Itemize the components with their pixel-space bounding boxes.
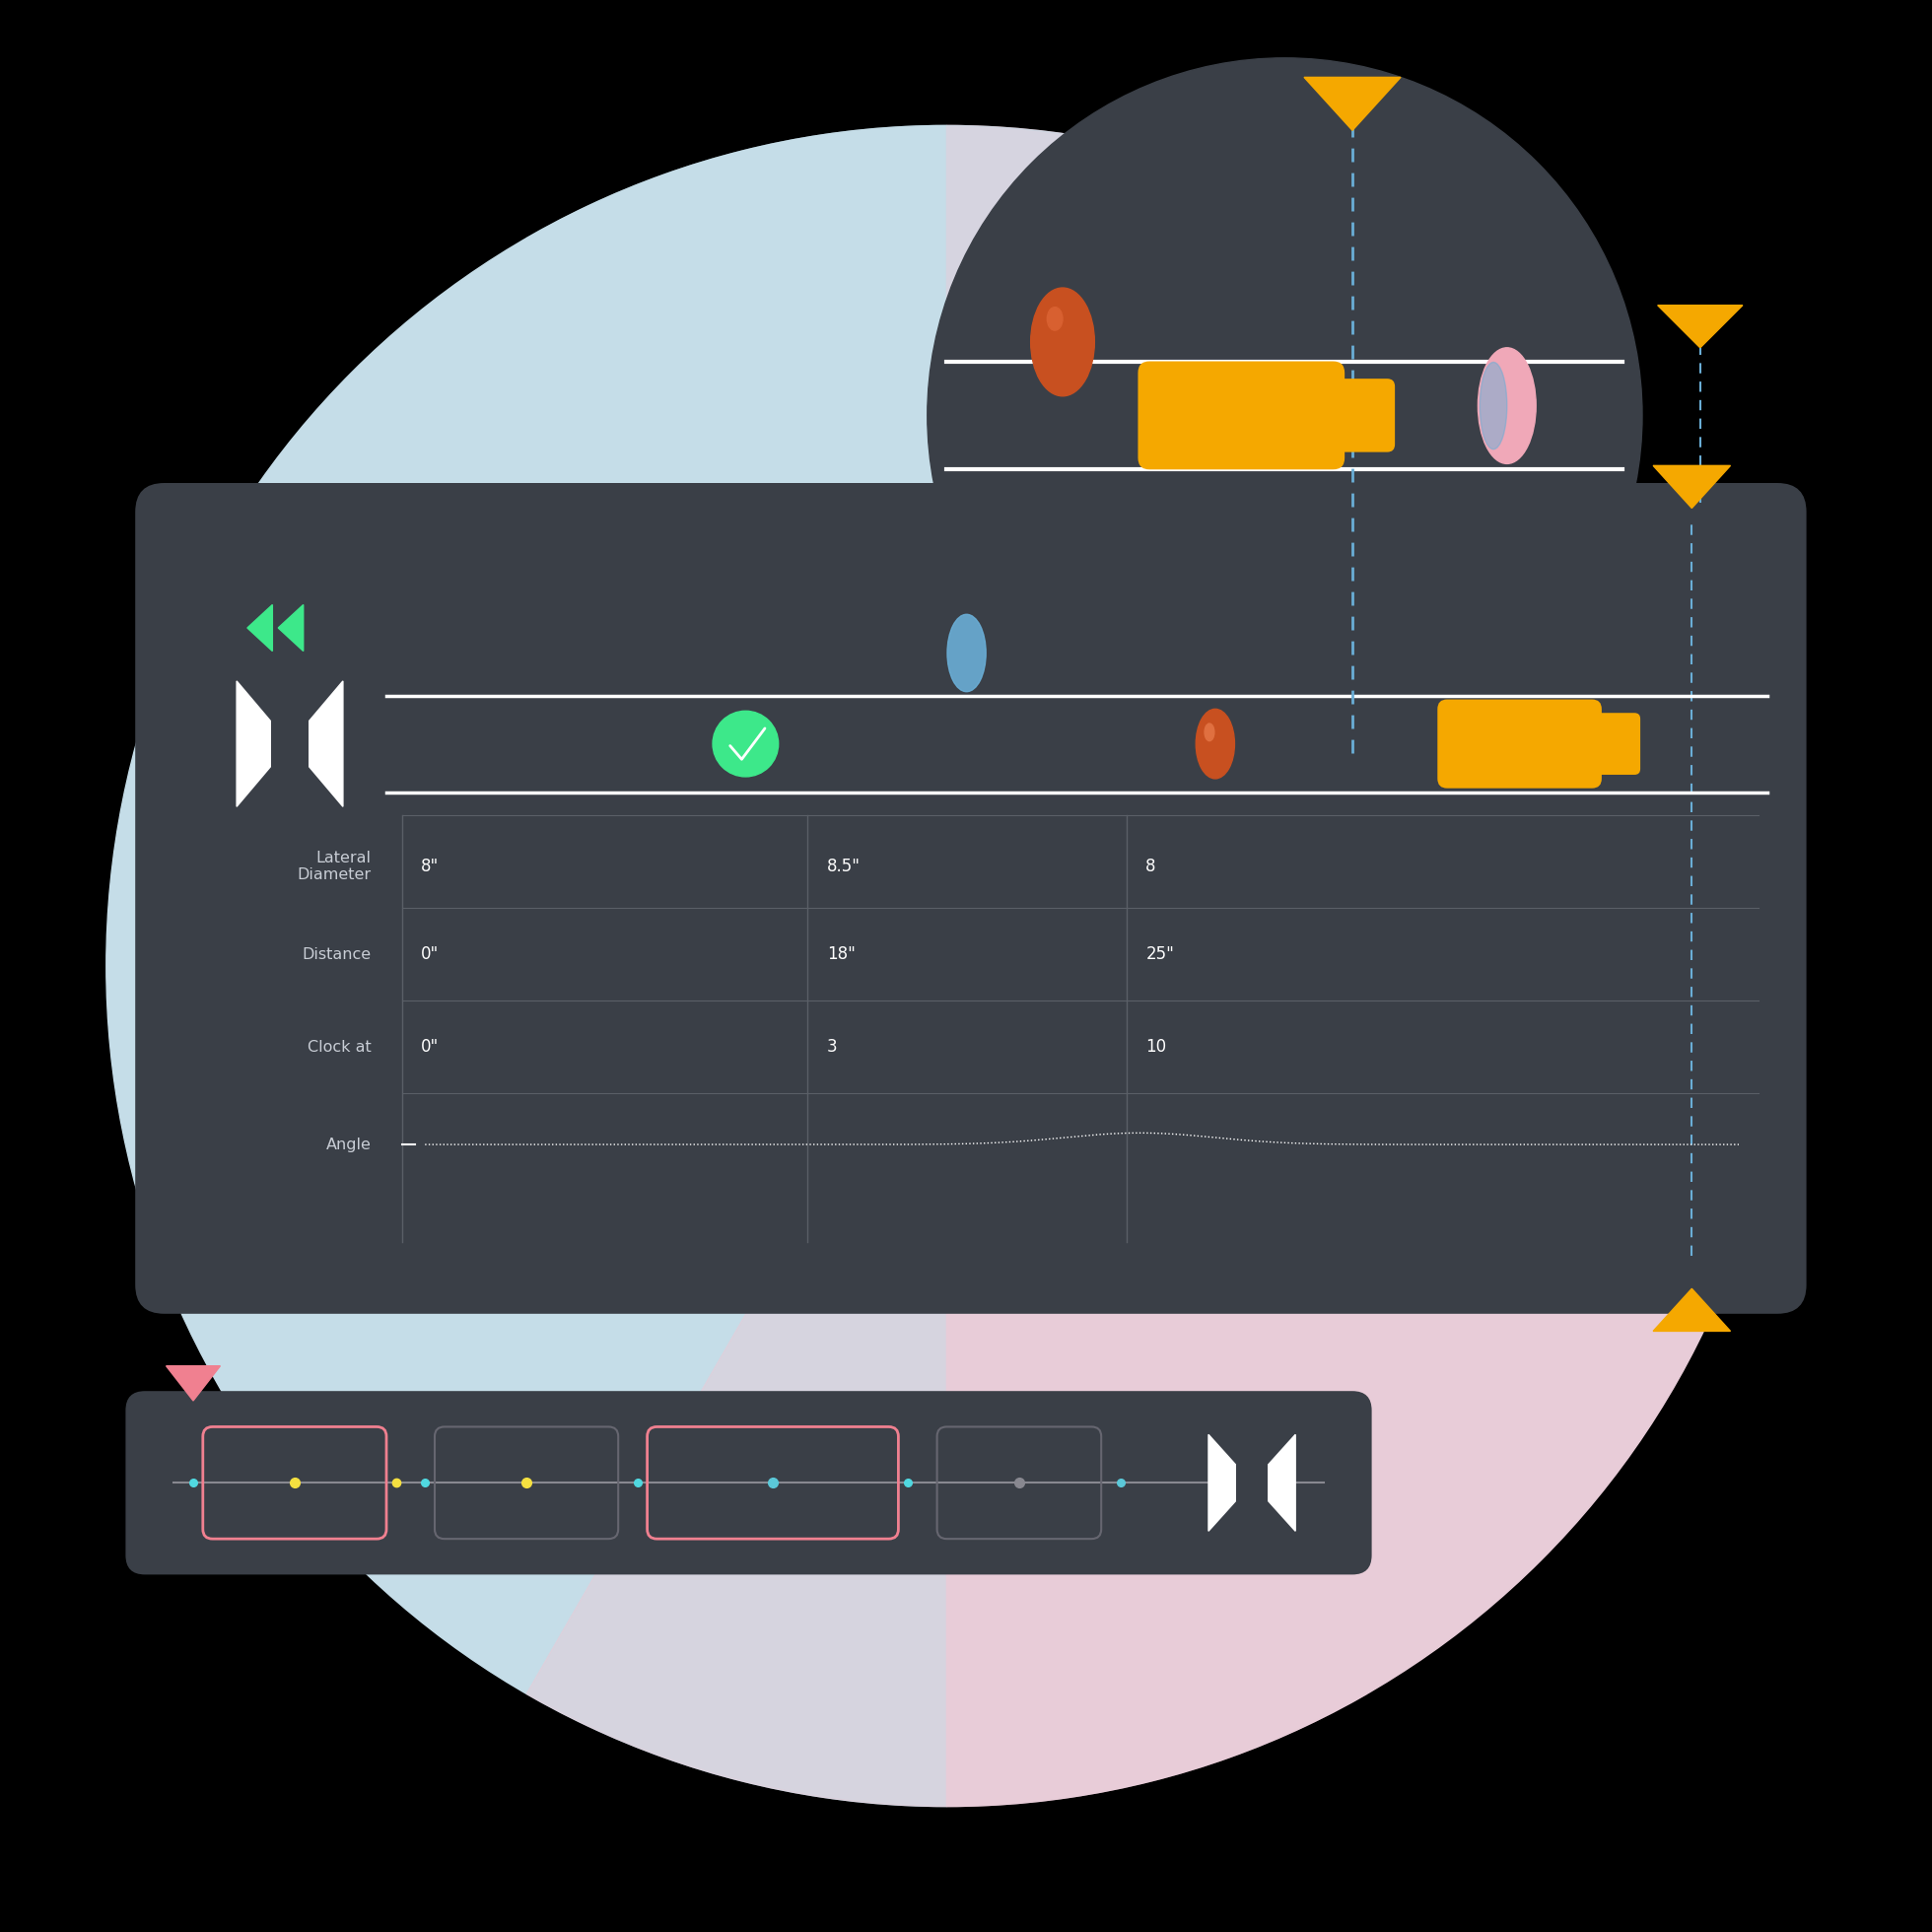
Text: Angle: Angle [327,1138,371,1151]
Ellipse shape [1478,348,1536,464]
Polygon shape [1252,1434,1294,1530]
Polygon shape [290,682,344,808]
Text: 8.5": 8.5" [827,858,860,875]
Ellipse shape [1032,288,1094,396]
Text: Clock at: Clock at [307,1039,371,1055]
Text: 18": 18" [827,945,856,964]
Text: 10: 10 [1146,1037,1167,1057]
FancyBboxPatch shape [126,1391,1372,1575]
Polygon shape [238,682,290,808]
Polygon shape [1236,1453,1267,1515]
Ellipse shape [1047,307,1063,330]
Wedge shape [947,126,1787,1806]
FancyBboxPatch shape [1437,699,1602,788]
Polygon shape [166,1366,220,1401]
Text: Lateral
Diameter: Lateral Diameter [298,850,371,883]
FancyBboxPatch shape [135,483,1806,1314]
Polygon shape [1304,77,1401,131]
Polygon shape [247,605,272,651]
Polygon shape [1654,466,1731,508]
Text: 8": 8" [421,858,439,875]
Polygon shape [1209,1434,1252,1530]
Polygon shape [1658,305,1743,348]
Wedge shape [527,126,1368,966]
Text: 0": 0" [421,1037,439,1057]
Circle shape [927,58,1642,773]
Wedge shape [106,126,947,1806]
Ellipse shape [1480,363,1507,448]
Ellipse shape [1196,709,1235,779]
Polygon shape [1654,1289,1731,1331]
Text: 3: 3 [827,1037,837,1057]
Circle shape [713,711,779,777]
Text: Distance: Distance [301,947,371,962]
FancyBboxPatch shape [1138,361,1345,469]
Ellipse shape [947,614,985,692]
FancyBboxPatch shape [1325,379,1395,452]
Wedge shape [527,966,1368,1806]
Polygon shape [278,605,303,651]
Text: 0": 0" [421,945,439,964]
Text: 8: 8 [1146,858,1155,875]
Polygon shape [270,703,309,784]
FancyBboxPatch shape [1586,713,1640,775]
Text: 25": 25" [1146,945,1175,964]
Ellipse shape [1206,724,1213,740]
